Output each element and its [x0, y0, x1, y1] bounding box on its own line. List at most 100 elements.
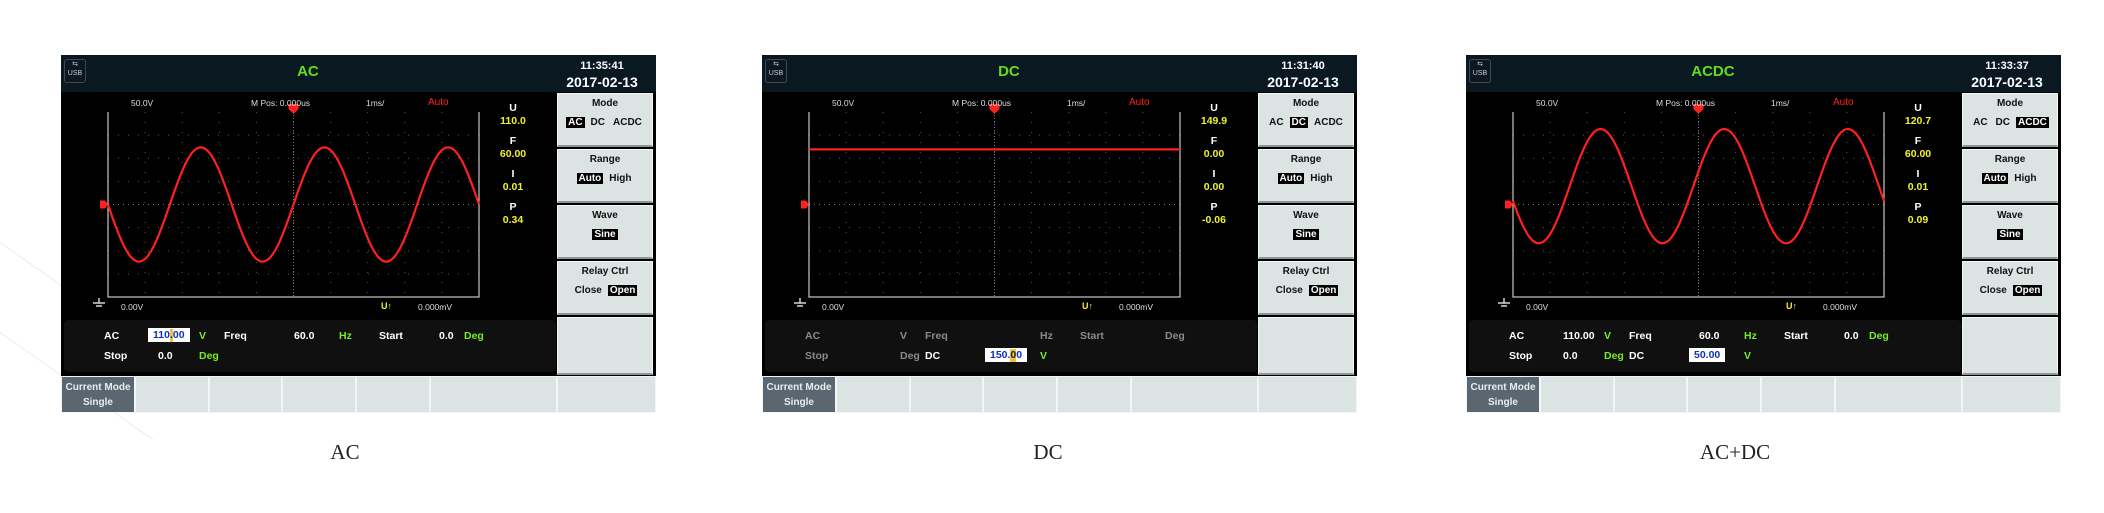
option-high[interactable]: High: [609, 173, 632, 184]
menu-blank[interactable]: [1258, 317, 1354, 375]
option-close[interactable]: Close: [1275, 285, 1303, 296]
clock: 11:33:37 2017-02-13: [1959, 58, 2055, 90]
option-sine[interactable]: Sine: [1997, 229, 2023, 240]
option-acdc[interactable]: ACDC: [2016, 117, 2049, 128]
menu-options: Close Open: [1963, 285, 2057, 296]
option-dc[interactable]: DC: [1289, 117, 1308, 128]
option-acdc[interactable]: ACDC: [613, 117, 642, 128]
softkey-button[interactable]: [135, 376, 209, 413]
option-ac[interactable]: AC: [1269, 117, 1284, 128]
time-per-div: 1ms/: [1067, 98, 1086, 108]
time-text: 11:35:41: [580, 60, 624, 72]
date-text: 2017-02-13: [1267, 74, 1339, 90]
option-close[interactable]: Close: [574, 285, 602, 296]
current-mode-button[interactable]: Current Mode Single: [762, 376, 836, 413]
readout-value: 0.01: [1907, 181, 1929, 193]
readout-label: I: [1212, 168, 1216, 180]
menu-range[interactable]: Range Auto High: [1258, 149, 1354, 203]
menu-range[interactable]: Range Auto High: [557, 149, 653, 203]
parameter-unit: Hz: [1040, 330, 1053, 342]
readout-label: F: [1914, 135, 1922, 147]
option-ac[interactable]: AC: [566, 117, 585, 128]
readout-label: U: [509, 102, 517, 114]
menu-relay-ctrl[interactable]: Relay Ctrl Close Open: [557, 261, 653, 315]
readout-value: 0.00: [1203, 148, 1225, 160]
trigger-level: 0.000mV: [1119, 302, 1154, 312]
menu-title: Wave: [1293, 210, 1319, 221]
softkey-button[interactable]: [209, 376, 282, 413]
menu-mode[interactable]: Mode AC DC ACDC: [1962, 93, 2058, 147]
option-dc[interactable]: DC: [590, 117, 605, 128]
readout-value: 110.0: [500, 115, 526, 127]
time-text: 11:33:37: [1985, 60, 2029, 72]
parameter-input[interactable]: 110.00: [148, 328, 190, 342]
softkey-button[interactable]: [557, 376, 656, 413]
option-acdc[interactable]: ACDC: [1314, 117, 1343, 128]
menu-relay-ctrl[interactable]: Relay Ctrl Close Open: [1962, 261, 2058, 315]
parameter-value: 60.0: [1699, 330, 1720, 342]
menu-mode[interactable]: Mode AC DC ACDC: [1258, 93, 1354, 147]
menu-wave[interactable]: Wave Sine: [557, 205, 653, 259]
softkey-button[interactable]: [836, 376, 910, 413]
softkey-button[interactable]: [910, 376, 983, 413]
header-bar: ⇆ USB ACDC 11:33:37 2017-02-13: [1466, 55, 2061, 92]
parameter-unit: V: [1040, 350, 1048, 362]
softkey-button[interactable]: [1835, 376, 1962, 413]
parameter-value: 0.0: [1563, 350, 1578, 362]
menu-range[interactable]: Range Auto High: [1962, 149, 2058, 203]
option-auto[interactable]: Auto: [1277, 173, 1305, 184]
ground-icon: [794, 298, 806, 307]
softkey-button[interactable]: [1057, 376, 1131, 413]
input-cursor: [169, 329, 173, 342]
softkey-button[interactable]: [1962, 376, 2061, 413]
parameter-label: Start: [1784, 330, 1808, 342]
readout-value: 0.01: [502, 181, 524, 193]
ground-level: 0.00V: [1526, 302, 1549, 312]
softkey-button[interactable]: [983, 376, 1057, 413]
option-close[interactable]: Close: [1979, 285, 2007, 296]
screenshot-caption: DC: [1033, 440, 1063, 464]
menu-wave[interactable]: Wave Sine: [1962, 205, 2058, 259]
parameter-input[interactable]: 50.00: [1689, 348, 1726, 362]
softkey-button[interactable]: [1761, 376, 1835, 413]
option-high[interactable]: High: [1310, 173, 1333, 184]
softkey-button[interactable]: [430, 376, 557, 413]
softkey-button[interactable]: [282, 376, 356, 413]
channel-level-marker-icon: [100, 200, 108, 209]
option-auto[interactable]: Auto: [576, 173, 604, 184]
readout-value: 0.09: [1907, 214, 1929, 226]
softkey-button[interactable]: [1258, 376, 1357, 413]
option-sine[interactable]: Sine: [592, 229, 618, 240]
menu-blank[interactable]: [557, 317, 653, 375]
screenshot-caption: AC+DC: [1699, 440, 1771, 464]
menu-mode[interactable]: Mode AC DC ACDC: [557, 93, 653, 147]
option-open[interactable]: Open: [607, 285, 638, 296]
option-open[interactable]: Open: [2012, 285, 2043, 296]
menu-relay-ctrl[interactable]: Relay Ctrl Close Open: [1258, 261, 1354, 315]
softkey-button[interactable]: [1540, 376, 1614, 413]
parameter-input[interactable]: 150.00: [985, 348, 1028, 362]
clock: 11:35:41 2017-02-13: [554, 58, 650, 90]
softkey-button[interactable]: [1687, 376, 1761, 413]
softkey-button[interactable]: [1614, 376, 1687, 413]
current-mode-button[interactable]: Current Mode Single: [1466, 376, 1540, 413]
option-sine[interactable]: Sine: [1293, 229, 1319, 240]
option-auto[interactable]: Auto: [1981, 173, 2009, 184]
menu-wave[interactable]: Wave Sine: [1258, 205, 1354, 259]
waveform-trace: [106, 146, 481, 263]
option-open[interactable]: Open: [1308, 285, 1339, 296]
current-mode-button[interactable]: Current Mode Single: [61, 376, 135, 413]
option-high[interactable]: High: [2014, 173, 2037, 184]
option-dc[interactable]: DC: [1995, 117, 2010, 128]
channel-level-marker-icon: [801, 200, 809, 209]
current-mode-value: Single: [783, 397, 814, 408]
option-ac[interactable]: AC: [1973, 117, 1988, 128]
current-mode-label: Current Mode: [1470, 382, 1536, 393]
softkey-button[interactable]: [356, 376, 430, 413]
menu-blank[interactable]: [1962, 317, 2058, 375]
menu-options: AC DC ACDC: [1963, 117, 2057, 128]
ground-level: 0.00V: [121, 302, 144, 312]
softkey-button[interactable]: [1131, 376, 1258, 413]
parameter-unit: V: [199, 330, 207, 342]
current-mode-value: Single: [82, 397, 113, 408]
